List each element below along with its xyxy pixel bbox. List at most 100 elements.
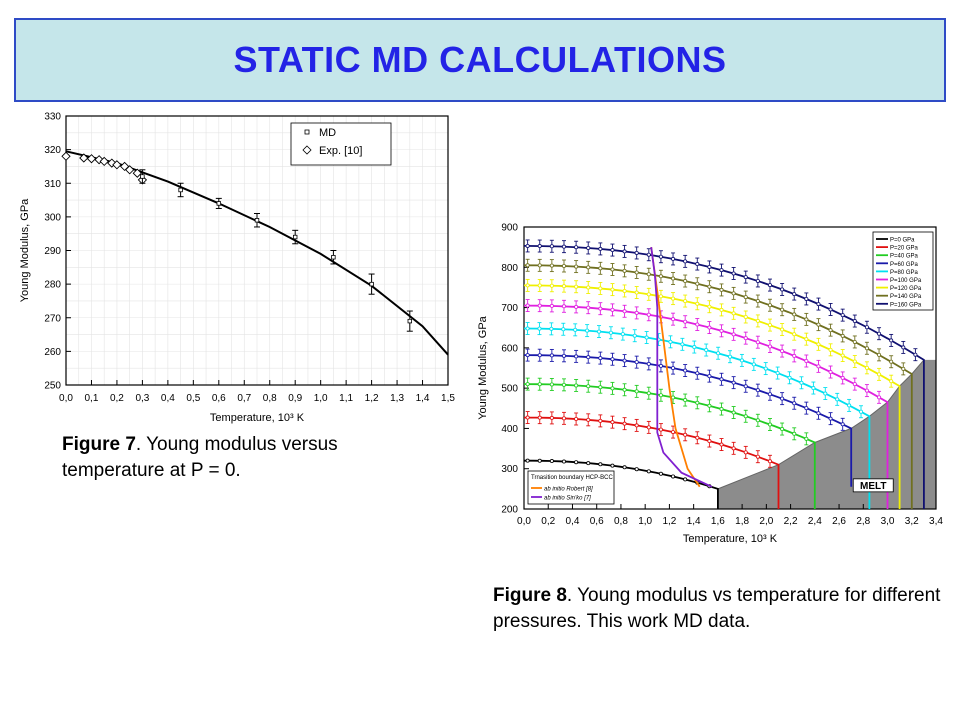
data-point <box>610 357 615 362</box>
data-point <box>586 245 591 250</box>
data-point <box>780 307 785 312</box>
data-point <box>634 290 639 295</box>
figure-8-label: Figure 8 <box>493 585 567 606</box>
x-axis-label: Temperature, 10³ K <box>210 412 305 424</box>
data-point <box>622 288 627 293</box>
legend-marker-square <box>304 129 310 135</box>
data-point <box>598 462 603 467</box>
x-tick-label: 1,0 <box>638 516 652 527</box>
exp-point <box>79 153 89 163</box>
y-tick-label: 330 <box>44 112 61 123</box>
data-point <box>683 398 688 403</box>
data-point <box>525 243 530 248</box>
data-point <box>610 386 615 391</box>
figure-8-svg: 0,0 0,2 0,4 0,6 0,8 1,0 1,2 1,4 1,6 1,8 2,0 2,2 2,4 2… <box>477 223 943 546</box>
data-point <box>525 415 530 420</box>
data-point <box>731 291 736 296</box>
data-point <box>840 375 845 380</box>
data-point <box>901 366 906 371</box>
data-point <box>549 353 554 358</box>
data-point <box>731 271 736 276</box>
y-tick-label: 280 <box>44 280 61 291</box>
data-point <box>767 323 772 328</box>
data-point <box>889 338 894 343</box>
transition-legend: Trnasition boundary HCP-BCC ab initio Rob… <box>527 470 615 505</box>
y-tick-label: 600 <box>501 343 518 354</box>
data-point <box>622 421 627 426</box>
data-point <box>743 295 748 300</box>
data-point <box>823 391 828 396</box>
legend-label: P=20 GPa <box>890 246 919 252</box>
data-point <box>634 310 639 315</box>
exp-point <box>86 154 97 164</box>
x-tick-label: 0,0 <box>517 516 531 527</box>
data-point <box>597 329 602 334</box>
data-point <box>695 435 700 440</box>
data-point <box>852 382 857 387</box>
data-point <box>719 307 724 312</box>
data-point <box>719 268 724 273</box>
title-banner: STATIC MD CALCULATIONS <box>14 18 946 102</box>
data-point <box>683 319 688 324</box>
md-point <box>331 255 336 260</box>
data-point <box>622 358 627 363</box>
data-point <box>598 356 603 361</box>
x-tick-label: 0,8 <box>614 516 628 527</box>
data-point <box>574 383 579 388</box>
data-point <box>707 304 712 309</box>
figure-8-chart: 0,0 0,2 0,4 0,6 0,8 1,0 1,2 1,4 1,6 1,8 2,0 2,2 2,4 2… <box>466 210 950 555</box>
legend: MD Exp. [10] <box>290 122 392 166</box>
data-point <box>719 407 724 412</box>
data-point <box>877 352 882 357</box>
data-point <box>695 322 700 327</box>
legend-label: MD <box>319 127 336 139</box>
x-tick-label: 0,1 <box>85 393 99 404</box>
data-point <box>728 354 733 359</box>
data-point <box>840 422 845 427</box>
figure-7-caption-text: . Young modulus versus temperature at P … <box>62 434 338 481</box>
data-point <box>751 362 756 367</box>
figure-7-chart: 0,0 0,1 0,2 0,3 0,4 0,5 0,6 0,7 0,8 0,9 1,0 1,1 1,2 1… <box>14 106 464 430</box>
data-point <box>743 336 748 341</box>
data-point <box>549 303 554 308</box>
data-point <box>680 342 685 347</box>
page-title: STATIC MD CALCULATIONS <box>233 39 727 80</box>
data-point <box>683 299 688 304</box>
exp-point <box>99 156 109 167</box>
data-point <box>525 263 530 268</box>
data-point <box>683 477 688 482</box>
data-point <box>658 363 663 368</box>
y-tick-label: 400 <box>501 424 518 435</box>
data-point <box>840 313 845 318</box>
data-point <box>767 422 772 427</box>
data-point <box>695 281 700 286</box>
data-point <box>671 317 676 322</box>
data-point <box>755 388 760 393</box>
data-point <box>719 442 724 447</box>
data-point <box>767 283 772 288</box>
data-point <box>586 355 591 360</box>
melt-label-box <box>852 478 894 493</box>
data-point <box>811 386 816 391</box>
data-point <box>658 254 663 259</box>
data-point <box>792 431 797 436</box>
y-tick-label: 290 <box>44 246 61 257</box>
data-point <box>864 346 869 351</box>
fit-curve <box>65 150 449 356</box>
y-tick-label: 320 <box>44 145 61 156</box>
exp-point <box>61 151 71 161</box>
data-point <box>780 287 785 292</box>
data-point <box>775 371 780 376</box>
data-point <box>877 395 882 400</box>
data-point <box>561 264 566 269</box>
x-tick-label: 1,0 <box>314 393 328 404</box>
figure-8-caption-text: . Young modulus vs temperature for diffe… <box>493 585 941 632</box>
x-tick-label: 2,2 <box>784 516 798 527</box>
md-point <box>254 218 260 223</box>
data-point <box>634 360 639 365</box>
x-tick-label: 0,5 <box>186 393 200 404</box>
x-tick-label: 1,2 <box>662 516 676 527</box>
x-axis-label: Temperature, 10³ K <box>683 533 778 545</box>
data-point <box>598 266 603 271</box>
exp-point <box>112 160 122 170</box>
